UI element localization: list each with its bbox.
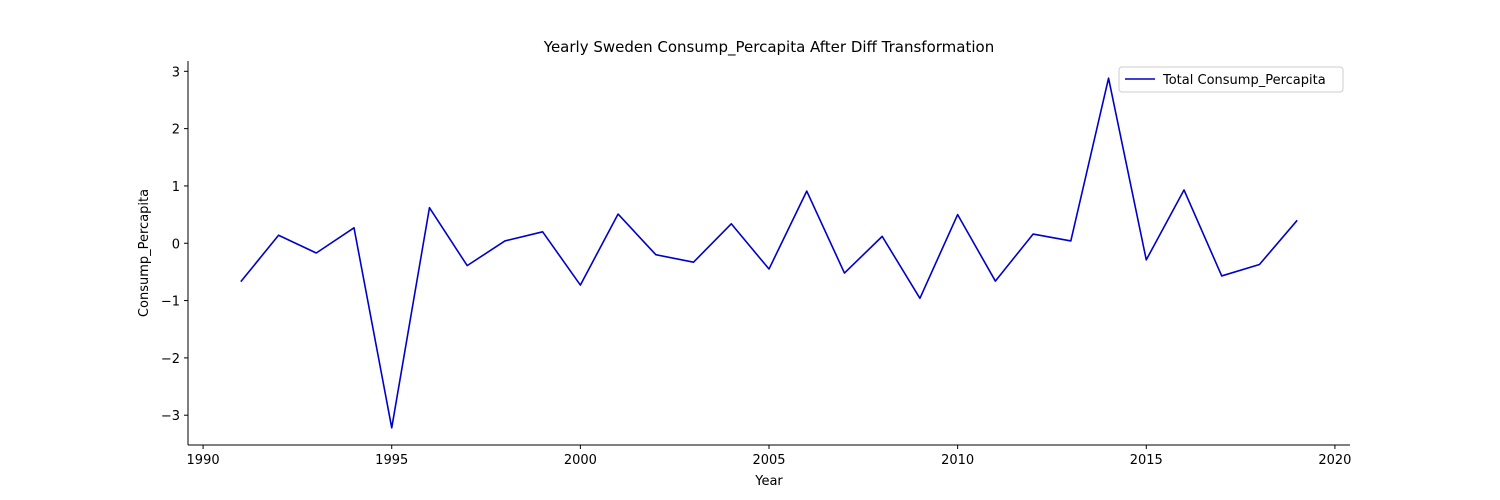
y-tick-label: 1 — [172, 180, 180, 195]
x-tick-label: 2000 — [564, 453, 597, 468]
y-tick-label: −2 — [161, 352, 180, 367]
x-tick-label: 2020 — [1318, 453, 1351, 468]
legend-label: Total Consump_Percapita — [1162, 73, 1326, 88]
x-tick-label: 2015 — [1130, 453, 1163, 468]
series-line — [240, 77, 1298, 429]
y-tick-label: −1 — [161, 295, 180, 310]
y-tick-label: 2 — [172, 123, 180, 138]
y-tick-group: −3 −2 −1 0 1 2 3 — [161, 65, 188, 424]
x-tick-label: 2010 — [941, 453, 974, 468]
chart-title: Yearly Sweden Consump_Percapita After Di… — [543, 38, 994, 57]
plot-area: 1990 1995 2000 2005 2010 2015 2020 −3 −2 −1 0 1 2 3 — [161, 61, 1351, 468]
y-tick-label: 0 — [172, 237, 180, 252]
legend: Total Consump_Percapita — [1118, 66, 1344, 93]
y-tick-label: 3 — [172, 65, 180, 80]
y-tick-label: −3 — [161, 409, 180, 424]
x-tick-group: 1990 1995 2000 2005 2010 2015 2020 — [187, 445, 1351, 468]
y-axis-label: Consump_Percapita — [137, 189, 152, 317]
legend-box — [1118, 66, 1344, 93]
x-tick-label: 1995 — [375, 453, 408, 468]
x-axis-label: Year — [754, 474, 783, 489]
x-tick-label: 1990 — [187, 453, 220, 468]
series-layer — [240, 77, 1298, 429]
x-tick-label: 2005 — [752, 453, 785, 468]
